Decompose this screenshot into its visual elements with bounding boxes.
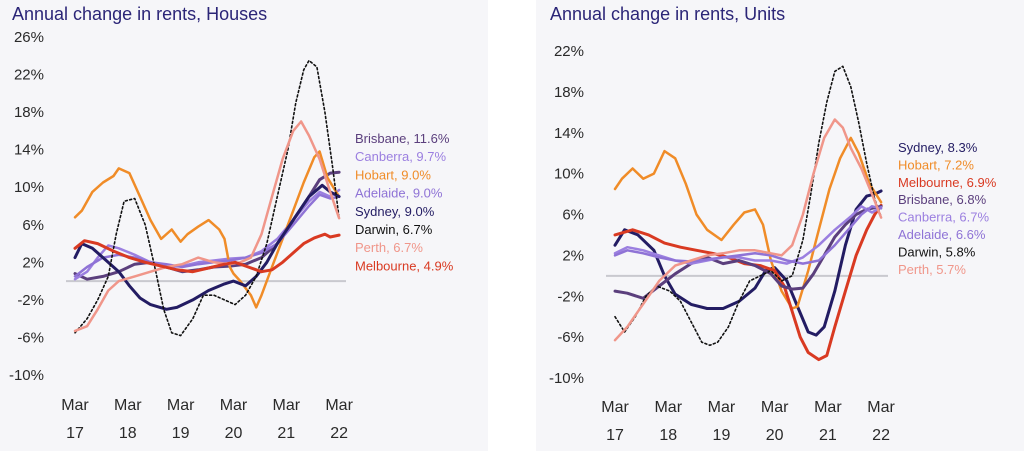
units-series-line-adelaide (613, 205, 883, 265)
units-x-tick-label: 20 (766, 427, 784, 444)
units-x-tick-label: Mar (814, 399, 842, 416)
houses-x-tick-label: Mar (61, 397, 89, 414)
units-y-tick-label: 22% (554, 43, 584, 60)
units-x-tick-label: 18 (659, 427, 677, 444)
houses-x-tick-label: 18 (119, 425, 137, 442)
houses-series-label-perth: Perth, 6.7% (355, 240, 423, 255)
houses-series-label-brisbane: Brisbane, 11.6% (355, 131, 450, 146)
houses-series-label-darwin: Darwin, 6.7% (355, 222, 433, 237)
houses-x-tick-label: Mar (273, 397, 301, 414)
houses-series-label-adelaide: Adelaide, 9.0% (355, 186, 443, 201)
houses-x-tick-label: Mar (325, 397, 353, 414)
units-x-tick-label: Mar (601, 399, 629, 416)
houses-series-line-melbourne (73, 232, 341, 274)
units-x-tick-label: Mar (761, 399, 789, 416)
houses-x-tick-label: Mar (114, 397, 142, 414)
houses-y-tick-label: 18% (14, 104, 44, 121)
houses-x-tick-label: 17 (66, 425, 84, 442)
units-series-label-sydney: Sydney, 8.3% (898, 140, 978, 155)
houses-series-label-hobart: Hobart, 9.0% (355, 167, 431, 182)
units-chart-title: Annual change in rents, Units (550, 4, 786, 24)
units-series-line-hobart (613, 136, 883, 310)
houses-series-line-perth (73, 120, 341, 333)
houses-y-tick-label: -6% (17, 329, 44, 346)
houses-x-tick-label: 21 (277, 425, 295, 442)
houses-y-tick-label: 14% (14, 142, 44, 159)
houses-series-line-sydney (73, 183, 341, 311)
units-y-tick-label: 2% (562, 247, 584, 264)
units-series-label-darwin: Darwin, 5.8% (898, 244, 976, 259)
units-series-label-canberra: Canberra, 6.7% (898, 210, 989, 225)
houses-x-tick-label: Mar (220, 397, 248, 414)
houses-x-tick-label: 20 (225, 425, 243, 442)
houses-y-tick-label: 10% (14, 179, 44, 196)
houses-chart-title: Annual change in rents, Houses (12, 4, 268, 24)
units-y-tick-label: 18% (554, 84, 584, 101)
units-series-label-adelaide: Adelaide, 6.6% (898, 227, 986, 242)
units-x-tick-label: Mar (654, 399, 682, 416)
houses-y-tick-label: 6% (22, 217, 44, 234)
houses-series-label-sydney: Sydney, 9.0% (355, 204, 435, 219)
units-series-label-brisbane: Brisbane, 6.8% (898, 192, 987, 207)
houses-y-tick-label: -10% (9, 367, 44, 384)
units-x-tick-label: 17 (606, 427, 624, 444)
houses-x-tick-label: 22 (330, 425, 348, 442)
houses-y-tick-label: 22% (14, 67, 44, 84)
houses-series-line-adelaide (73, 193, 341, 278)
houses-x-tick-label: Mar (167, 397, 195, 414)
houses-x-tick-label: 19 (172, 425, 190, 442)
houses-series-line-hobart (73, 150, 341, 309)
units-series-line-canberra (613, 205, 883, 265)
units-series-label-melbourne: Melbourne, 6.9% (898, 175, 997, 190)
units-series-label-perth: Perth, 5.7% (898, 262, 966, 277)
units-series-label-hobart: Hobart, 7.2% (898, 157, 974, 172)
units-y-tick-label: -2% (557, 288, 584, 305)
houses-y-tick-label: 26% (14, 29, 44, 46)
houses-chart: -10% -6% -2% 2% 6% 10% 14% 18% 22% 26% Mar 17 Mar 18 M… (9, 29, 454, 442)
units-chart-panel: Annual change in rents, Units -10% -6% -2%… (536, 0, 1024, 451)
units-x-tick-label: 21 (819, 427, 837, 444)
units-y-tick-label: -10% (549, 370, 584, 387)
units-series-line-darwin (614, 65, 882, 347)
houses-series-label-melbourne: Melbourne, 4.9% (355, 258, 454, 273)
houses-series-line-darwin (74, 59, 340, 337)
units-chart: -10% -6% -2% 2% 6% 10% 14% 18% 22% Mar 17 Mar 18 Mar 1… (549, 43, 997, 444)
units-y-tick-label: 6% (562, 207, 584, 224)
houses-y-tick-label: 2% (22, 254, 44, 271)
units-x-tick-label: Mar (708, 399, 736, 416)
units-x-tick-label: 19 (713, 427, 731, 444)
houses-y-tick-label: -2% (17, 292, 44, 309)
units-series-line-perth (613, 118, 883, 342)
units-x-tick-label: Mar (867, 399, 895, 416)
units-series-line-brisbane (613, 204, 883, 300)
houses-series-line-canberra (73, 188, 341, 281)
houses-chart-panel: Annual change in rents, Houses -10% -6% -2… (0, 0, 488, 451)
units-y-tick-label: 10% (554, 166, 584, 183)
units-y-tick-label: -6% (557, 329, 584, 346)
houses-series-label-canberra: Canberra, 9.7% (355, 149, 446, 164)
units-y-tick-label: 14% (554, 125, 584, 142)
units-x-tick-label: 22 (872, 427, 890, 444)
